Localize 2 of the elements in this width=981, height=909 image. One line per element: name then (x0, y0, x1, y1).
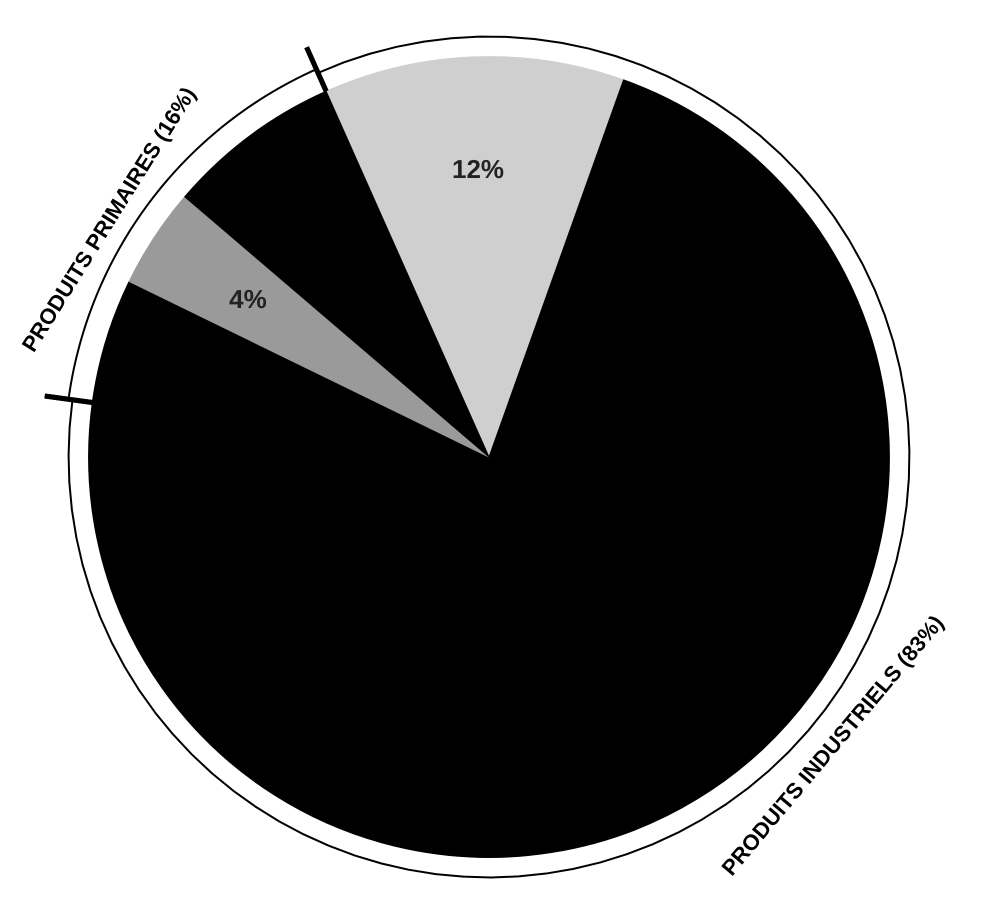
data-label: 12% (452, 154, 504, 184)
data-label: 4% (229, 284, 267, 314)
